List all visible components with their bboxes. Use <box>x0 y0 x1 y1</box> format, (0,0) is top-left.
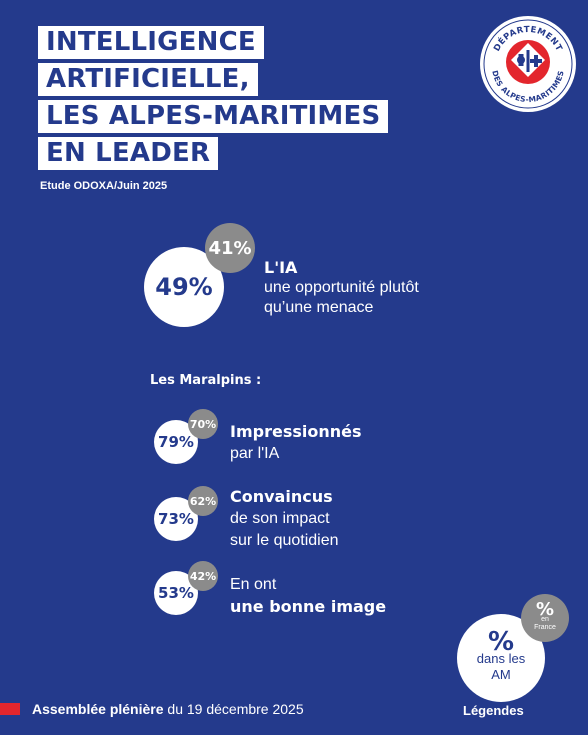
headline-line-1: L'IA <box>264 258 298 277</box>
legend-am-label-2: AM <box>491 667 511 682</box>
item-2-line-3: sur le quotidien <box>230 532 339 549</box>
headline-text: L'IA une opportunité plutôt qu’une menac… <box>264 258 419 318</box>
headline-line-2: une opportunité plutôt <box>264 279 419 296</box>
item-2-text: Convaincus de son impact sur le quotidie… <box>230 486 339 552</box>
legend-caption: Légendes <box>463 703 524 718</box>
title-line-4: EN LEADER <box>38 137 219 170</box>
legend-france-circle: % en France <box>521 594 569 642</box>
item-3-france-circle: 42% <box>188 561 218 591</box>
item-3-line-2: une bonne image <box>230 597 387 616</box>
legend-am-label-1: dans les <box>476 651 526 666</box>
departement-logo: DÉPARTEMENT DES ALPES-MARITIMES <box>480 16 576 112</box>
title-line-1: INTELLIGENCE <box>38 26 264 59</box>
logo-emblem-icon <box>506 40 550 84</box>
legend-am-pct: % <box>487 627 515 657</box>
item-3-line-1: En ont <box>230 576 277 593</box>
headline-line-3: qu’une menace <box>264 299 374 316</box>
footer-text: Assemblée plénière du 19 décembre 2025 <box>32 701 304 717</box>
item-1-text: Impressionnés par l'IA <box>230 421 362 465</box>
footer-accent-bar <box>0 703 20 715</box>
item-1-am-circle: 79% <box>154 420 198 464</box>
legend-france-label-2: France <box>534 624 556 631</box>
section-subtitle: Les Maralpins : <box>150 373 262 388</box>
item-1-line-2: par l'IA <box>230 445 280 462</box>
footer-bold: Assemblée plénière <box>32 701 164 717</box>
footer-rest: du 19 décembre 2025 <box>163 701 304 717</box>
legend-france-pct: % <box>535 599 555 620</box>
item-1-line-1: Impressionnés <box>230 422 362 441</box>
legend-france-label-1: en <box>541 616 549 623</box>
source-text: Etude ODOXA/Juin 2025 <box>40 180 168 192</box>
title-line-3: LES ALPES-MARITIMES <box>38 100 389 133</box>
headline-france-circle: 41% <box>205 223 255 273</box>
item-2-france-circle: 62% <box>188 486 218 516</box>
item-1-france-circle: 70% <box>188 409 218 439</box>
item-2-line-1: Convaincus <box>230 487 333 506</box>
page-title: INTELLIGENCE ARTIFICIELLE, LES ALPES-MAR… <box>38 26 389 174</box>
title-line-2: ARTIFICIELLE, <box>38 63 258 96</box>
item-3-text: En ont une bonne image <box>230 574 386 618</box>
item-2-line-2: de son impact <box>230 510 330 527</box>
